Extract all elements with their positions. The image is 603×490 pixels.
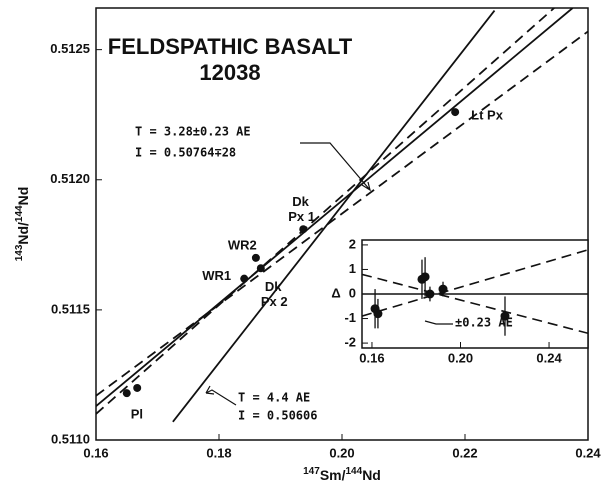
point-label: Dk Px 1: [288, 195, 315, 225]
x-tick-label: 0.24: [575, 445, 601, 460]
axis-label-part: 143: [14, 244, 25, 261]
annotation: I = 0.50606: [238, 409, 317, 423]
x-tick-label: 0.20: [329, 445, 354, 460]
plot-area: [362, 249, 588, 336]
y-tick-label: 0: [349, 285, 356, 300]
plot-frame: [95, 7, 589, 441]
annotation: T = 4.4 AE: [238, 391, 310, 405]
x-tick-label: 0.22: [452, 445, 477, 460]
data-point: [251, 253, 260, 262]
data-point: [500, 311, 510, 321]
data-point: [420, 272, 430, 282]
x-tick-label: 0.18: [206, 445, 231, 460]
axis-label: Δ: [331, 285, 340, 300]
annotation: FELDSPATHIC BASALT: [108, 34, 353, 59]
axis-label-part: 144: [14, 205, 25, 222]
axis-label: 147Sm/144Nd: [303, 466, 381, 483]
y-tick-label: 2: [349, 236, 356, 251]
x-tick-label: 0.16: [359, 350, 384, 365]
point-label-part: Px 1: [288, 210, 315, 225]
point-label: WR2: [228, 237, 257, 252]
fit-line: [172, 10, 496, 423]
data-point: [133, 383, 142, 392]
annotation: ±0.23 AE: [455, 316, 513, 330]
plot-area: [96, 8, 588, 423]
fit-line: [96, 30, 588, 397]
axis-label: 143Nd/144Nd: [14, 187, 31, 262]
axis-label-part: 144: [346, 466, 363, 477]
point-label-part: Dk: [292, 195, 309, 210]
point-label: Lt Px: [471, 108, 504, 123]
y-tick-label: 0.5115: [51, 301, 90, 316]
fit-line: [96, 8, 574, 407]
axis-label-part: Sm/: [320, 467, 346, 483]
leader-arrow: [300, 142, 371, 192]
data-point: [122, 389, 131, 398]
data-point: [451, 108, 460, 117]
x-tick-label: 0.16: [83, 445, 108, 460]
y-tick-label: -2: [344, 335, 356, 350]
axis-label-part: 147: [303, 466, 320, 477]
axis-label-part: Nd: [362, 467, 381, 483]
y-tick-label: 0.5125: [50, 41, 90, 56]
point-label-part: Dk: [265, 280, 282, 295]
x-tick-label: 0.20: [448, 350, 473, 365]
y-tick-label: 1: [349, 261, 356, 276]
annotation: T = 3.28±0.23 AE: [135, 125, 251, 139]
point-label-part: Px 2: [261, 295, 288, 310]
axis-label-part: Nd: [15, 187, 31, 206]
annotation: 12038: [199, 60, 260, 85]
leader-arrow: [424, 320, 453, 325]
point-label: Pl: [131, 407, 143, 422]
y-tick-label: 0.5120: [50, 171, 90, 186]
y-tick-label: -1: [344, 310, 356, 325]
leader-arrow: [205, 385, 237, 406]
fit-line: [362, 249, 588, 317]
annotation: I = 0.50764∓28: [135, 146, 236, 160]
fit-line: [362, 273, 588, 335]
x-tick-label: 0.24: [536, 350, 562, 365]
y-tick-label: 0.5110: [51, 431, 90, 446]
axis-label-part: Nd/: [15, 222, 31, 245]
fit-line: [96, 8, 555, 415]
point-label: Dk Px 2: [261, 280, 288, 310]
point-label: WR1: [202, 268, 231, 283]
